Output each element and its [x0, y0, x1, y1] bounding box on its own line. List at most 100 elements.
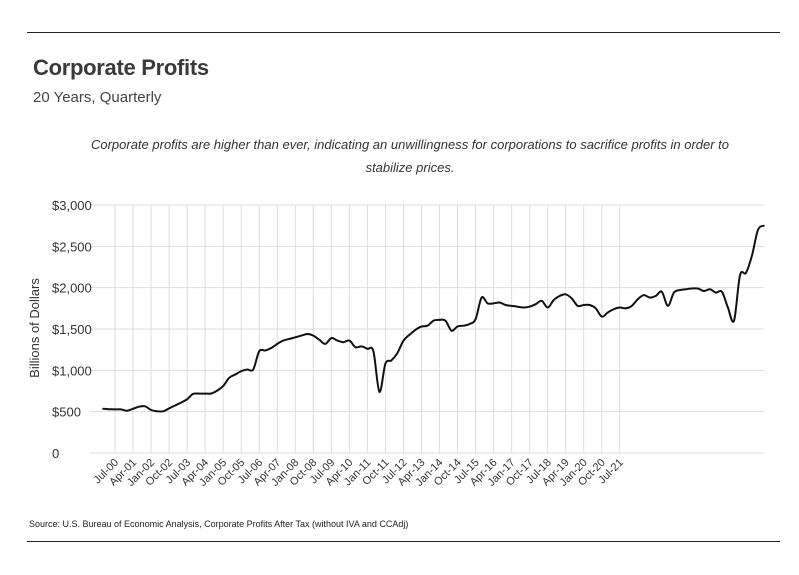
data-point [162, 410, 164, 413]
data-point [150, 409, 152, 411]
data-point [366, 348, 369, 350]
data-point [354, 346, 357, 349]
data-point [324, 343, 327, 345]
data-point [180, 401, 182, 404]
data-point [156, 410, 158, 413]
data-point [108, 408, 110, 411]
data-point [348, 339, 351, 342]
data-point [252, 368, 254, 371]
data-point [613, 308, 615, 311]
data-point [588, 304, 591, 306]
data-point [444, 319, 447, 322]
y-tick-label: $2,500 [52, 239, 92, 254]
data-point [300, 334, 303, 337]
data-point [168, 407, 170, 410]
data-point [763, 224, 765, 227]
data-point [210, 392, 212, 395]
series-line [102, 224, 765, 413]
data-point [258, 350, 261, 353]
data-point [102, 408, 104, 410]
data-point [745, 272, 747, 274]
data-point [126, 409, 128, 412]
data-point [174, 404, 176, 407]
data-point [198, 392, 200, 395]
data-point [576, 305, 579, 307]
data-point [114, 408, 116, 411]
y-axis-ticks: 0 $500 $1,000 $1,500 $2,000 $2,500 $3,000 [52, 198, 92, 461]
data-point [510, 305, 513, 307]
data-point [336, 339, 339, 342]
data-point [715, 291, 717, 294]
data-point [222, 385, 224, 387]
data-point [516, 305, 519, 308]
data-point [492, 302, 495, 305]
data-point [739, 274, 741, 277]
data-point [144, 405, 146, 408]
source-note: Source: U.S. Bureau of Economic Analysis… [29, 519, 409, 529]
data-point [468, 323, 471, 325]
data-point [192, 393, 194, 395]
data-point [138, 405, 140, 408]
data-point [522, 306, 525, 309]
data-point [607, 311, 609, 314]
data-point [186, 398, 188, 401]
data-point [558, 295, 561, 297]
data-point [408, 334, 411, 336]
data-point [601, 315, 603, 318]
data-point [456, 325, 459, 328]
y-tick-label: $3,000 [52, 198, 92, 213]
data-point [480, 296, 483, 299]
data-point [372, 350, 375, 353]
data-point [498, 301, 501, 304]
data-point [276, 343, 279, 345]
data-point [216, 389, 218, 392]
data-point [721, 291, 723, 293]
data-point [691, 287, 693, 290]
data-point [306, 333, 309, 335]
data-point [282, 339, 285, 342]
data-point [378, 391, 381, 393]
data-point [637, 298, 639, 301]
y-tick-label: $500 [52, 405, 81, 420]
data-point [751, 254, 753, 257]
data-point [228, 377, 230, 379]
data-point [312, 334, 315, 337]
data-point [240, 370, 242, 373]
data-point [625, 307, 627, 310]
data-point [318, 338, 321, 341]
data-point [264, 349, 267, 352]
data-point [733, 319, 735, 322]
data-point [414, 329, 417, 331]
y-tick-label: $1,500 [52, 322, 92, 337]
data-point [462, 324, 465, 327]
data-point [552, 299, 555, 301]
data-point [570, 297, 573, 300]
data-point [594, 307, 597, 310]
data-point [582, 304, 585, 306]
y-tick-label: 0 [52, 446, 59, 461]
data-point [420, 325, 423, 328]
data-point [486, 302, 489, 305]
data-point [234, 373, 236, 376]
data-point [426, 324, 429, 327]
data-point [546, 306, 549, 309]
grid-lines [90, 204, 764, 454]
data-point [709, 288, 711, 291]
data-point [528, 305, 531, 308]
data-point [619, 306, 621, 309]
data-point [132, 408, 134, 410]
chart-annotation: Corporate profits are higher than ever, … [90, 137, 730, 175]
data-point [631, 305, 633, 307]
data-point [294, 336, 297, 339]
data-point [697, 287, 699, 290]
data-point [342, 341, 345, 344]
data-point [246, 368, 248, 371]
data-point [727, 306, 729, 309]
series-layer [102, 224, 765, 413]
data-point [402, 339, 405, 342]
data-point [390, 359, 393, 362]
bottom-rule [27, 541, 780, 542]
y-tick-label: $2,000 [52, 281, 92, 296]
chart-subtitle: 20 Years, Quarterly [33, 89, 162, 106]
